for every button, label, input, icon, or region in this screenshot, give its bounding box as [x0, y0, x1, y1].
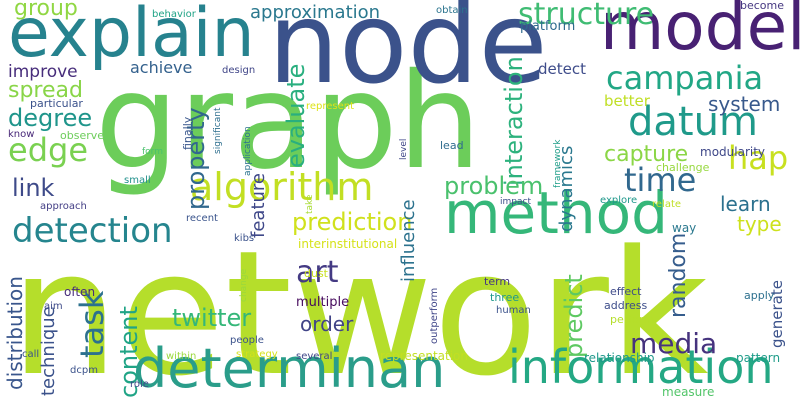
word-detection: detection	[12, 211, 173, 251]
word-aim: aim	[44, 301, 63, 312]
word-spread: spread	[8, 78, 83, 103]
word-degree: degree	[8, 104, 93, 132]
word-hap: hap	[728, 139, 789, 177]
word-modularity: modularity	[700, 145, 766, 159]
word-outperform: outperform	[429, 287, 440, 344]
word-link: link	[12, 174, 55, 202]
word-predict: predict	[560, 274, 588, 358]
word-task: task	[73, 290, 111, 358]
word-effect: effect	[610, 285, 642, 298]
word-random: random	[666, 232, 691, 318]
word-call: call	[22, 349, 40, 360]
word-level: level	[399, 138, 409, 160]
word-explore: explore	[600, 195, 638, 206]
word-impact: impact	[500, 197, 531, 207]
word-structure: structure	[518, 0, 655, 32]
word-pattern: pattern	[736, 351, 781, 365]
word-datum: datum	[628, 99, 758, 145]
word-several: several	[296, 351, 333, 362]
word-system: system	[708, 92, 781, 116]
word-design: design	[222, 65, 256, 76]
word-role: role	[130, 379, 149, 390]
word-application: application	[243, 126, 253, 176]
word-represent: represent	[306, 101, 355, 112]
word-take: take	[305, 194, 315, 214]
word-achieve: achieve	[130, 58, 193, 77]
word-interaction: interaction	[500, 56, 528, 186]
word-address: address	[604, 299, 648, 312]
word-often: often	[64, 285, 96, 299]
word-capture: capture	[604, 142, 689, 167]
word-prediction: prediction	[292, 208, 413, 236]
word-problem: problem	[444, 172, 544, 200]
word-observe: observe	[60, 129, 105, 142]
word-dcpm: dcpm	[70, 365, 98, 376]
word-media: media	[630, 327, 718, 360]
word-better: better	[604, 92, 650, 110]
word-art: art	[296, 255, 339, 290]
word-learn: learn	[720, 192, 771, 216]
word-algorithm: algorithm	[190, 165, 374, 209]
word-group: group	[14, 0, 78, 21]
word-relate: relate	[652, 199, 682, 210]
word-edge: edge	[8, 131, 88, 169]
word-representation: representation	[380, 349, 469, 363]
word-small: small	[124, 175, 151, 186]
word-technique: technique	[38, 306, 59, 396]
word-change: change	[239, 268, 249, 302]
word-human: human	[496, 305, 531, 316]
word-method: method	[444, 179, 668, 247]
word-twitter: twitter	[172, 304, 252, 332]
word-approach: approach	[40, 201, 87, 212]
word-interinstitutional: interinstitutional	[298, 237, 398, 251]
word-influence: influence	[398, 199, 419, 282]
word-kibs: kibs	[234, 233, 255, 244]
word-people: people	[230, 335, 264, 346]
word-challenge: challenge	[656, 161, 710, 174]
word-evaluate: evaluate	[282, 63, 310, 168]
word-perform: perform	[610, 313, 654, 326]
word-become: become	[740, 0, 785, 12]
word-framework: framework	[553, 139, 563, 188]
word-determinan: determinan	[133, 337, 446, 400]
word-three: three	[490, 291, 520, 304]
word-dust: dust	[304, 267, 328, 280]
word-relationship: relationship	[584, 351, 655, 365]
word-distribution: distribution	[3, 276, 27, 390]
word-within: within	[166, 351, 197, 362]
word-recent: recent	[186, 213, 218, 224]
word-improve: improve	[8, 62, 78, 82]
word-feature: feature	[248, 173, 269, 238]
word-way: way	[672, 221, 697, 235]
word-measure: measure	[662, 385, 715, 399]
word-graph: graph	[95, 45, 482, 199]
word-detect: detect	[538, 60, 586, 78]
word-type: type	[737, 212, 782, 236]
word-approximation: approximation	[250, 2, 381, 23]
word-behavior: behavior	[152, 9, 196, 20]
word-strategy: strategy	[236, 349, 278, 360]
word-apply: apply	[744, 289, 775, 302]
word-significant: significant	[213, 107, 223, 154]
word-network: network	[10, 213, 709, 400]
word-form: form	[142, 147, 163, 157]
word-particular: particular	[30, 97, 83, 110]
word-order: order	[300, 312, 354, 336]
word-campania: campania	[606, 59, 764, 97]
word-finally: finally	[181, 116, 194, 150]
word-node: node	[268, 0, 548, 109]
word-lead: lead	[440, 139, 464, 152]
word-platform: platform	[520, 19, 576, 34]
word-multiple: multiple	[296, 295, 350, 310]
word-explain: explain	[8, 0, 255, 73]
word-information: information	[508, 340, 774, 394]
word-term: term	[484, 275, 511, 288]
word-obtain: obtain	[436, 5, 468, 16]
word-model: model	[600, 0, 800, 65]
word-time: time	[624, 161, 697, 199]
word-know: know	[8, 129, 35, 140]
